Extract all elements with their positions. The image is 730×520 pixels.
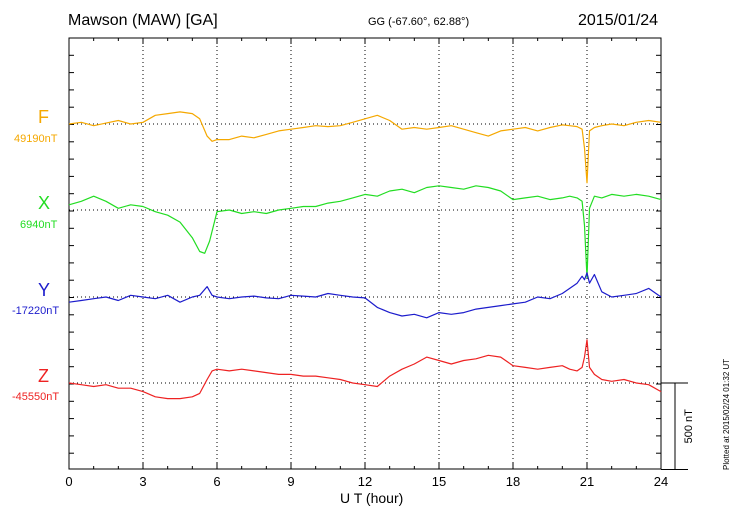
plotted-timestamp: Plotted at 2015/02/24 01:32 UT (722, 358, 730, 470)
series-lines (68, 111, 662, 400)
series-name-f: F (38, 107, 49, 127)
series-baseline-z: -45550nT (12, 391, 60, 403)
x-tick-label: 0 (65, 474, 72, 489)
station-title: Mawson (MAW) [GA] (68, 12, 218, 29)
x-tick-label: 9 (287, 474, 294, 489)
scale-bar: 500 nT (661, 382, 695, 470)
series-line-x (68, 185, 662, 279)
x-tick-label: 3 (139, 474, 146, 489)
series-line-z (68, 339, 662, 400)
series-line-y (68, 272, 662, 319)
x-tick-labels: 0 3 6 9 12 15 18 21 24 (65, 474, 668, 489)
series-line-f (68, 111, 662, 184)
x-tick-label: 24 (654, 474, 668, 489)
scale-bar-label: 500 nT (683, 409, 695, 444)
x-tick-label: 21 (580, 474, 594, 489)
chart-date: 2015/01/24 (578, 12, 659, 29)
series-baseline-y: -17220nT (12, 305, 60, 317)
x-axis-label: U T (hour) (340, 490, 404, 506)
series-baseline-x: 6940nT (20, 219, 58, 231)
series-name-z: Z (38, 366, 49, 386)
x-tick-label: 12 (358, 474, 372, 489)
series-baseline-f: 49190nT (14, 133, 58, 145)
station-coordinates: GG (-67.60°, 62.88°) (368, 16, 470, 28)
series-name-y: Y (38, 280, 51, 300)
axis-ticks (68, 38, 662, 469)
series-name-x: X (38, 193, 51, 213)
x-tick-label: 15 (432, 474, 446, 489)
x-tick-label: 18 (506, 474, 520, 489)
x-tick-label: 6 (213, 474, 220, 489)
grid (69, 38, 661, 469)
